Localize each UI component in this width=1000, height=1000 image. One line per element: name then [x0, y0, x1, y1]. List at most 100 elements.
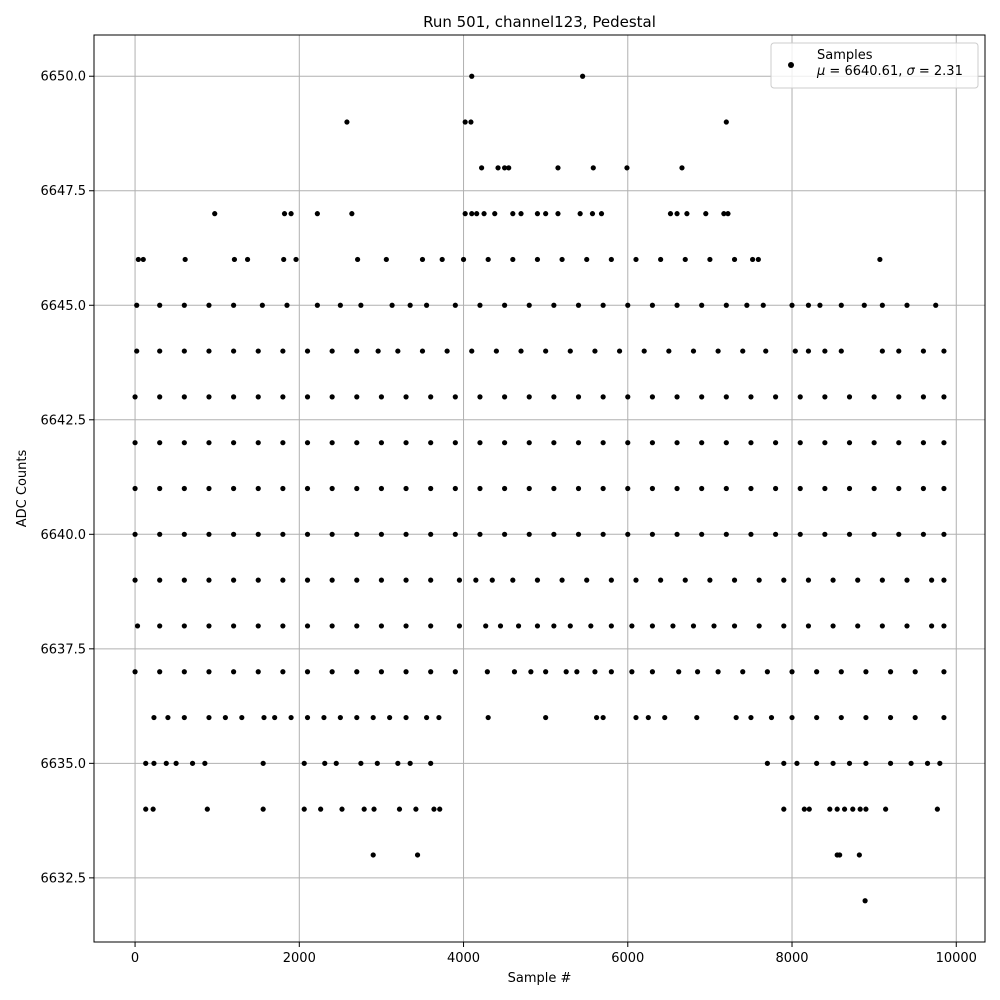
data-point: [589, 211, 596, 217]
data-point: [600, 485, 606, 492]
data-point: [329, 669, 335, 675]
data-point: [260, 806, 266, 812]
y-tick-label: 6640.0: [41, 528, 87, 543]
data-point: [822, 394, 828, 400]
data-point: [206, 623, 212, 629]
data-point: [740, 669, 746, 675]
data-point: [846, 394, 853, 400]
data-point: [877, 256, 883, 263]
data-point: [846, 440, 853, 446]
data-point: [756, 577, 762, 583]
data-point: [563, 669, 569, 675]
x-tick-label: 8000: [775, 951, 808, 966]
data-point: [495, 165, 501, 171]
data-point: [163, 760, 169, 766]
data-point: [814, 714, 820, 721]
data-point: [284, 302, 290, 308]
data-point: [748, 440, 754, 446]
data-point: [781, 577, 787, 583]
data-point: [479, 165, 485, 171]
data-point: [387, 714, 393, 721]
data-point: [567, 348, 573, 354]
data-point: [354, 394, 360, 400]
data-point: [477, 394, 483, 400]
data-point: [806, 806, 812, 812]
data-point: [428, 531, 434, 537]
data-point: [887, 760, 894, 766]
data-point: [590, 165, 596, 171]
data-point: [181, 577, 187, 583]
data-point: [797, 440, 803, 446]
data-point: [584, 256, 590, 263]
data-point: [801, 806, 807, 812]
data-point: [206, 531, 212, 537]
data-point: [370, 714, 376, 721]
data-point: [134, 348, 140, 354]
data-point: [403, 485, 409, 492]
data-point: [477, 440, 483, 446]
data-point: [608, 623, 614, 629]
data-point: [272, 714, 278, 721]
data-point: [551, 302, 557, 308]
data-point: [551, 440, 557, 446]
data-point: [374, 760, 380, 766]
data-point: [206, 302, 212, 308]
data-point: [437, 806, 443, 812]
data-point: [633, 714, 639, 721]
data-point: [805, 302, 812, 308]
data-point: [725, 211, 731, 217]
data-point: [304, 531, 311, 537]
data-point: [846, 531, 853, 537]
data-point: [280, 394, 286, 400]
data-point: [707, 256, 713, 263]
data-point: [715, 669, 721, 675]
data-point: [354, 623, 360, 629]
data-point: [150, 806, 156, 812]
data-point: [625, 302, 631, 308]
data-point: [261, 714, 267, 721]
data-point: [896, 348, 902, 354]
data-point: [403, 714, 409, 721]
data-point: [423, 714, 430, 721]
y-tick-label: 6645.0: [41, 299, 87, 314]
data-point: [941, 714, 947, 721]
data-point: [456, 577, 463, 583]
data-point: [781, 806, 787, 812]
data-point: [805, 348, 812, 354]
data-point: [354, 714, 360, 721]
data-point: [649, 531, 656, 537]
data-point: [674, 394, 680, 400]
data-point: [202, 760, 208, 766]
data-point: [846, 485, 853, 492]
data-point: [510, 577, 516, 583]
data-point: [861, 302, 867, 308]
data-point: [206, 485, 212, 492]
data-point: [797, 394, 803, 400]
data-point: [575, 440, 582, 446]
data-point: [452, 485, 458, 492]
data-point: [941, 531, 947, 537]
data-point: [181, 348, 187, 354]
data-point: [731, 577, 738, 583]
data-point: [436, 714, 442, 721]
data-point: [181, 485, 187, 492]
data-point: [792, 348, 798, 354]
y-tick-label: 6632.5: [41, 871, 87, 886]
data-point: [608, 669, 614, 675]
data-point: [883, 806, 889, 812]
data-point: [477, 531, 483, 537]
y-tick-label: 6637.5: [41, 642, 87, 657]
y-tick-label: 6635.0: [41, 757, 87, 772]
data-point: [772, 394, 779, 400]
x-tick-label: 6000: [611, 951, 644, 966]
data-point: [255, 348, 261, 354]
data-point: [322, 760, 328, 766]
data-point: [337, 714, 343, 721]
data-point: [358, 760, 364, 766]
data-point: [827, 806, 833, 812]
data-point: [452, 394, 458, 400]
data-point: [143, 806, 149, 812]
data-point: [301, 806, 307, 812]
data-point: [690, 623, 697, 629]
data-point: [534, 256, 541, 263]
